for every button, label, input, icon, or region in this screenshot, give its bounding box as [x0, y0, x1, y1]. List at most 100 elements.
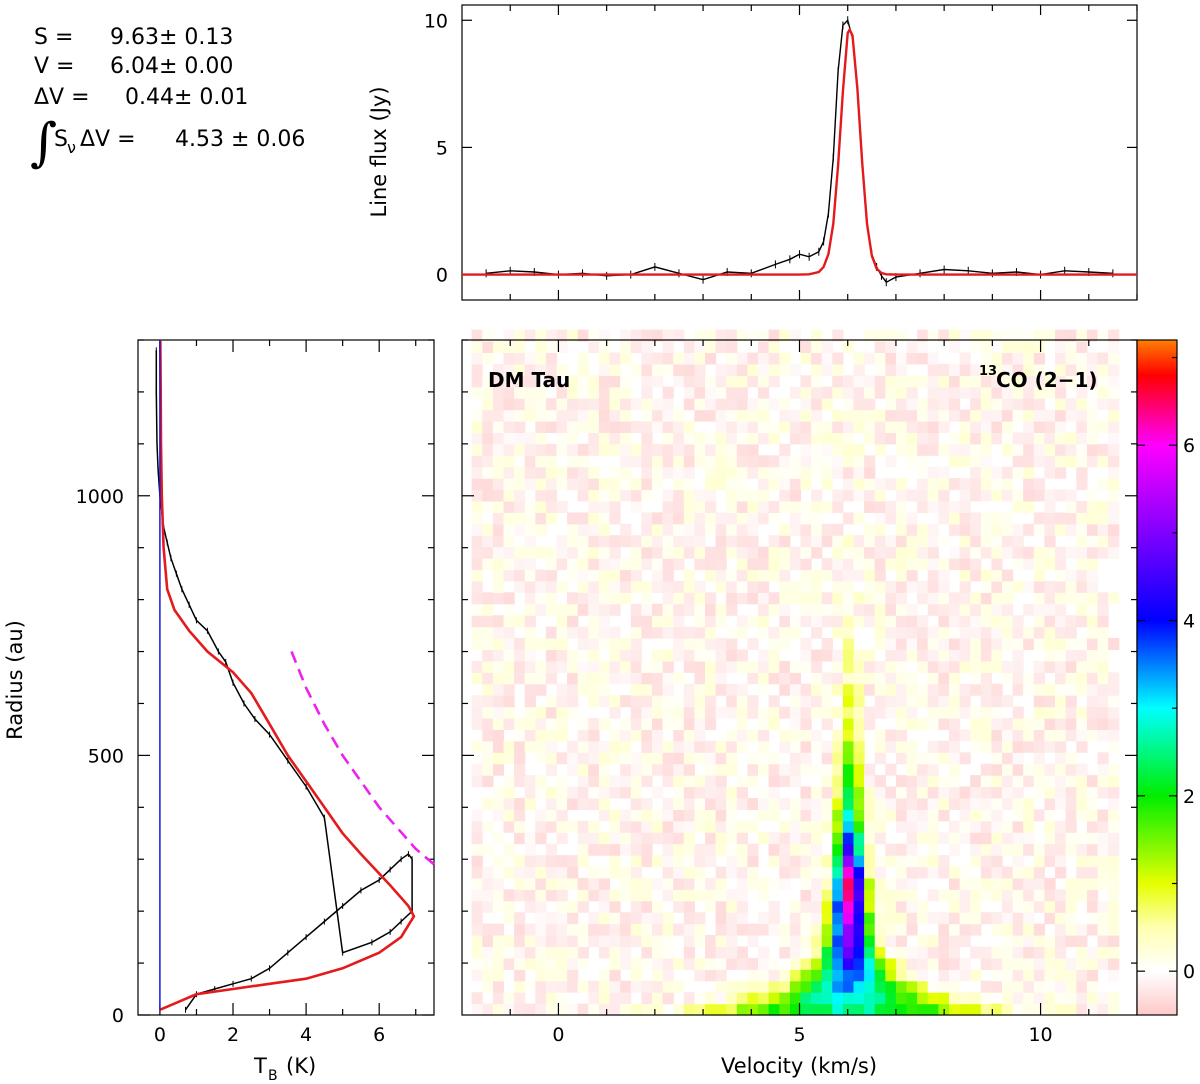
pv-cell	[1086, 592, 1099, 605]
pv-cell	[620, 432, 632, 445]
pv-cell	[1065, 843, 1077, 856]
pv-cell	[577, 421, 589, 433]
pv-cell	[694, 740, 706, 753]
pv-cell	[535, 946, 547, 959]
pv-cell	[567, 558, 579, 571]
pv-cell	[853, 660, 865, 673]
pv-cell	[853, 489, 865, 502]
pv-cell	[906, 672, 918, 685]
pv-cell	[588, 409, 600, 422]
pv-cell	[874, 329, 886, 342]
pv-cell	[524, 329, 536, 342]
pv-cell	[694, 649, 706, 662]
pv-cell	[1065, 352, 1077, 365]
pv-cell	[885, 432, 897, 445]
pv-cell	[726, 900, 738, 913]
pv-cell	[588, 923, 600, 936]
pv-cell	[609, 660, 621, 673]
pv-cell	[949, 398, 961, 411]
pv-cell	[705, 1003, 717, 1016]
pv-cell	[736, 489, 748, 502]
pv-cell	[874, 535, 886, 548]
pv-cell	[906, 786, 918, 799]
pv-cell	[906, 809, 918, 822]
pv-cell	[1086, 889, 1099, 902]
pv-cell	[864, 489, 876, 502]
pv-cell	[821, 558, 833, 571]
pv-cell	[959, 603, 971, 616]
pv-cell	[1076, 478, 1088, 491]
pv-cell	[545, 912, 558, 925]
pv-cell	[683, 341, 695, 353]
pv-cell	[1097, 820, 1109, 833]
pv-cell	[694, 660, 706, 673]
pv-cell	[609, 409, 621, 422]
pv-cell	[736, 363, 748, 376]
pv-cell	[789, 501, 802, 513]
pv-cell	[567, 432, 579, 445]
pv-cell	[938, 363, 950, 376]
pv-cell	[662, 421, 674, 433]
pv-cell	[694, 432, 706, 445]
pv-cell	[980, 843, 992, 856]
pv-cell	[758, 489, 770, 502]
pv-cell	[662, 409, 674, 422]
pv-cell	[779, 843, 791, 856]
pv-cell	[662, 877, 674, 890]
pv-cell	[991, 946, 1003, 959]
pv-cell	[514, 763, 526, 776]
pv-cell	[609, 695, 621, 708]
pv-cell	[641, 877, 653, 890]
pv-cell	[471, 375, 483, 388]
pv-cell	[874, 375, 886, 388]
pv-cell	[598, 375, 611, 388]
pv-cell	[906, 512, 918, 525]
pv-cell	[927, 935, 939, 947]
pv-cell	[917, 489, 929, 502]
pv-cell	[609, 809, 621, 822]
pv-cell	[853, 969, 865, 982]
pv-cell	[800, 660, 812, 673]
pv-cell	[1023, 546, 1035, 559]
pv-cell	[917, 638, 929, 650]
pv-cell	[747, 375, 759, 388]
pv-cell	[768, 957, 780, 970]
pv-cell	[471, 969, 483, 982]
pv-cell	[853, 466, 865, 479]
pv-cell	[895, 992, 908, 1005]
pv-cell	[598, 740, 611, 753]
pv-cell	[673, 706, 685, 719]
pv-cell	[705, 375, 717, 388]
pv-cell	[588, 523, 600, 536]
pv-cell	[662, 775, 674, 788]
pv-cell	[768, 809, 780, 822]
pv-cell	[1002, 980, 1014, 993]
pv-cell	[503, 535, 515, 548]
pv-cell	[1033, 706, 1045, 719]
pv-cell	[567, 957, 579, 970]
pv-cell	[1076, 866, 1088, 879]
pv-cell	[673, 786, 685, 799]
pv-cell	[853, 877, 865, 890]
pv-cell	[524, 935, 536, 947]
pv-cell	[747, 615, 759, 628]
pv-cell	[471, 695, 483, 708]
pv-cell	[1097, 535, 1109, 548]
pv-cell	[906, 352, 918, 365]
pv-cell	[885, 877, 897, 890]
pv-cell	[917, 443, 929, 456]
pv-cell	[927, 752, 939, 765]
pv-cell	[630, 603, 642, 616]
pv-cell	[917, 398, 929, 411]
pv-cell	[1033, 866, 1045, 879]
pv-cell	[514, 752, 526, 765]
pv-cell	[1044, 626, 1056, 639]
pv-cell	[705, 855, 717, 868]
pv-cell	[747, 489, 759, 502]
pv-cell	[917, 649, 929, 662]
pv-cell	[917, 580, 929, 593]
profile-xlabel-unit: (K)	[286, 1054, 316, 1078]
pv-cell	[620, 386, 632, 399]
pv-cell	[524, 706, 536, 719]
pv-cell	[641, 363, 653, 376]
